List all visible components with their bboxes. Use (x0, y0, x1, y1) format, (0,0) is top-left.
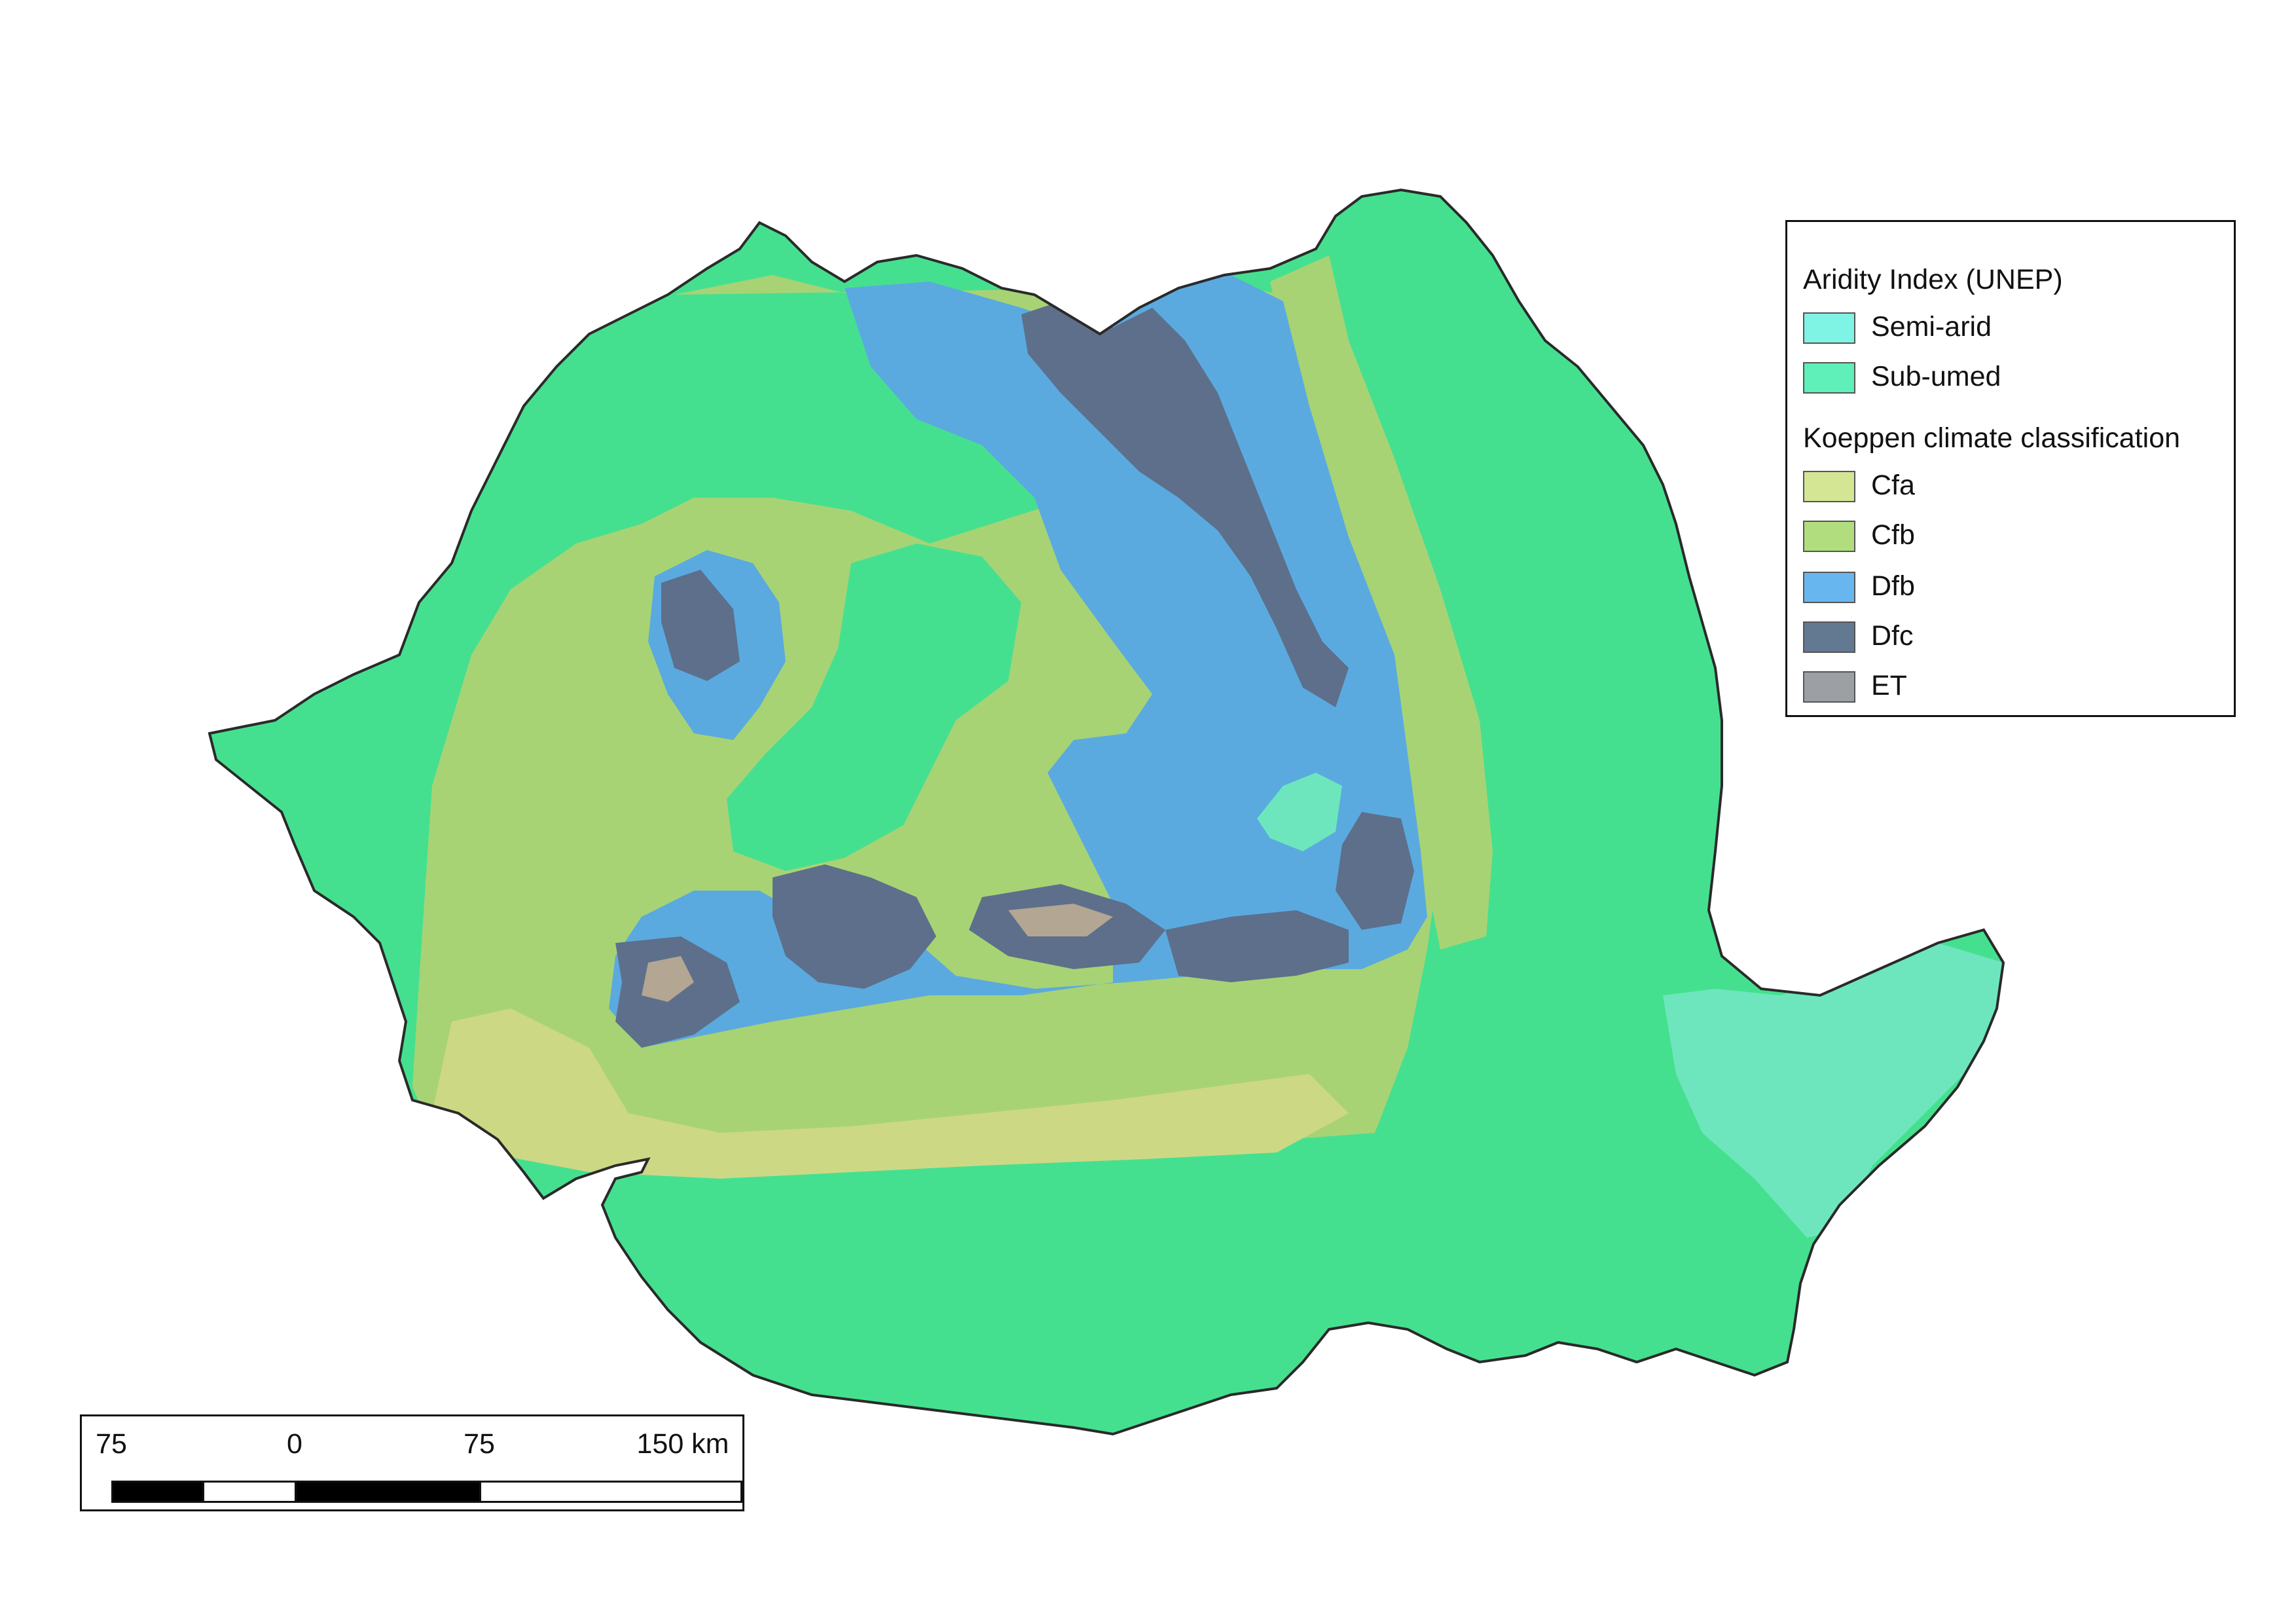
region-semi-arid-brasov (1257, 773, 1342, 851)
region-sub-umed-transylvania (727, 544, 1021, 871)
legend-swatch (1803, 312, 1855, 344)
legend-swatch (1803, 621, 1855, 653)
region-et-retezat (642, 956, 694, 1002)
region-dfc-bucegi (1165, 910, 1349, 982)
region-dfc-retezat (773, 864, 936, 989)
region-cfb-east-strip (1270, 255, 1493, 950)
legend-swatch (1803, 572, 1855, 603)
region-semi-arid-dobrogea (1663, 943, 2003, 1238)
legend-item-label: Cfa (1871, 470, 1915, 501)
region-cfa (432, 1008, 1349, 1179)
region-dfc-east (1336, 812, 1414, 930)
legend-item-label: Semi-arid (1871, 311, 1992, 342)
legend-aridity-title: Aridity Index (UNEP) (1803, 264, 2063, 295)
legend-swatch (1803, 362, 1855, 394)
legend-swatch (1803, 671, 1855, 703)
legend-item-label: Cfb (1871, 519, 1915, 551)
region-et-fagaras (1008, 904, 1113, 936)
scale-tick-label: 75 (464, 1428, 495, 1460)
scale-tick-label: 150 km (636, 1428, 729, 1460)
legend-swatch (1803, 521, 1855, 552)
region-dfc-apuseni (661, 570, 740, 681)
legend-item-label: Dfb (1871, 570, 1915, 602)
region-dfc-north (1021, 301, 1349, 707)
scale-tick-label: 0 (287, 1428, 302, 1460)
scale-segment-white (479, 1481, 742, 1503)
legend-swatch (1803, 471, 1855, 502)
legend-koeppen-title: Koeppen climate classification (1803, 422, 2181, 454)
legend-item-label: ET (1871, 670, 1907, 701)
scale-segment-black (295, 1481, 481, 1503)
legend-item-label: Sub-umed (1871, 361, 2001, 392)
scale-tick-label: 75 (96, 1428, 127, 1460)
scale-segment-white (202, 1481, 297, 1503)
legend-item-label: Dfc (1871, 620, 1914, 652)
country-border (208, 188, 2005, 1436)
scale-segment-black (111, 1481, 204, 1503)
legend: Aridity Index (UNEP) Semi-arid Sub-umed … (1785, 220, 2236, 717)
scale-bar: 75 0 75 150 km (80, 1414, 744, 1511)
